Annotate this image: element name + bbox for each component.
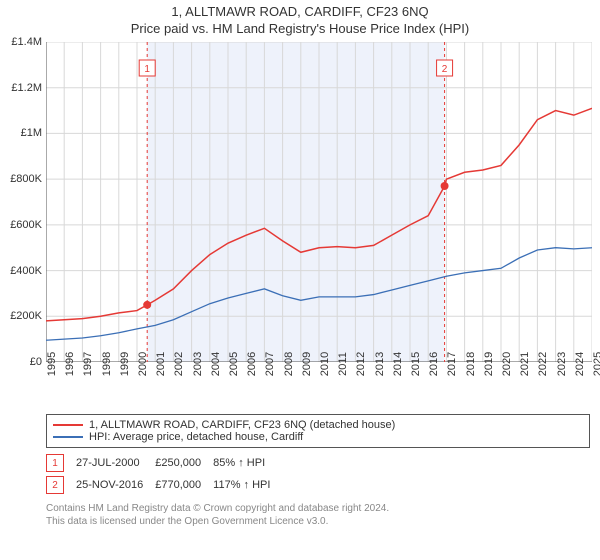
x-axis-label: 2010	[319, 352, 331, 376]
marker-box-icon: 2	[46, 476, 64, 494]
x-axis-label: 2016	[428, 352, 440, 376]
legend-item: 1, ALLTMAWR ROAD, CARDIFF, CF23 6NQ (det…	[53, 419, 583, 431]
x-axis-label: 2015	[410, 352, 422, 376]
x-axis-label: 1998	[101, 352, 113, 376]
y-axis-label: £200K	[10, 310, 46, 322]
legend-item: HPI: Average price, detached house, Card…	[53, 431, 583, 443]
x-axis-label: 1997	[82, 352, 94, 376]
x-axis-label: 1995	[46, 352, 58, 376]
legend-label: HPI: Average price, detached house, Card…	[89, 431, 303, 443]
chart-titles: 1, ALLTMAWR ROAD, CARDIFF, CF23 6NQ Pric…	[0, 0, 600, 36]
x-axis-label: 2002	[173, 352, 185, 376]
x-axis-label: 2011	[337, 352, 349, 376]
x-axis-label: 2021	[519, 352, 531, 376]
x-axis-label: 2003	[192, 352, 204, 376]
svg-text:1: 1	[144, 64, 150, 75]
x-axis-label: 2024	[574, 352, 586, 376]
marker-price: £770,000	[155, 474, 213, 496]
y-axis-label: £1M	[21, 127, 46, 139]
marker-box-icon: 1	[46, 454, 64, 472]
marker-delta: 85% ↑ HPI	[213, 452, 282, 474]
footer: Contains HM Land Registry data © Crown c…	[46, 502, 590, 528]
title-sub: Price paid vs. HM Land Registry's House …	[0, 21, 600, 36]
legend: 1, ALLTMAWR ROAD, CARDIFF, CF23 6NQ (det…	[46, 414, 590, 448]
x-axis-label: 2023	[556, 352, 568, 376]
x-axis-label: 2018	[465, 352, 477, 376]
marker-table: 1 27-JUL-2000 £250,000 85% ↑ HPI 2 25-NO…	[46, 452, 590, 496]
x-axis-label: 2019	[483, 352, 495, 376]
marker-delta: 117% ↑ HPI	[213, 474, 282, 496]
chart-area: £0£200K£400K£600K£800K£1M£1.2M£1.4M 12	[46, 42, 592, 362]
svg-text:2: 2	[442, 64, 448, 75]
y-axis-label: £800K	[10, 173, 46, 185]
x-axis-label: 2000	[137, 352, 149, 376]
marker-row: 1 27-JUL-2000 £250,000 85% ↑ HPI	[46, 452, 282, 474]
title-main: 1, ALLTMAWR ROAD, CARDIFF, CF23 6NQ	[0, 4, 600, 19]
footer-line: This data is licensed under the Open Gov…	[46, 515, 590, 528]
marker-date: 25-NOV-2016	[76, 474, 155, 496]
x-axis-label: 2009	[301, 352, 313, 376]
x-axis-label: 2025	[592, 352, 600, 376]
x-axis-label: 2013	[374, 352, 386, 376]
x-axis-label: 2017	[446, 352, 458, 376]
x-axis-label: 2012	[355, 352, 367, 376]
y-axis-label: £400K	[10, 265, 46, 277]
x-axis-label: 2001	[155, 352, 167, 376]
x-axis-label: 2014	[392, 352, 404, 376]
legend-swatch	[53, 424, 83, 426]
y-axis-label: £1.2M	[11, 82, 46, 94]
marker-row: 2 25-NOV-2016 £770,000 117% ↑ HPI	[46, 474, 282, 496]
x-axis-label: 2004	[210, 352, 222, 376]
footer-line: Contains HM Land Registry data © Crown c…	[46, 502, 590, 515]
marker-price: £250,000	[155, 452, 213, 474]
x-axis-label: 2007	[264, 352, 276, 376]
legend-label: 1, ALLTMAWR ROAD, CARDIFF, CF23 6NQ (det…	[89, 419, 395, 431]
y-axis-label: £1.4M	[11, 36, 46, 48]
x-axis-label: 2022	[537, 352, 549, 376]
x-axis-label: 2006	[246, 352, 258, 376]
x-axis-label: 2005	[228, 352, 240, 376]
x-axis-label: 2020	[501, 352, 513, 376]
x-axis-label: 1996	[64, 352, 76, 376]
y-axis-label: £0	[30, 356, 46, 368]
x-axis-label: 2008	[283, 352, 295, 376]
legend-swatch	[53, 436, 83, 438]
x-axis-labels: 1995199619971998199920002001200220032004…	[46, 362, 592, 408]
y-axis-label: £600K	[10, 219, 46, 231]
x-axis-label: 1999	[119, 352, 131, 376]
chart-svg: 12	[46, 42, 592, 362]
marker-date: 27-JUL-2000	[76, 452, 155, 474]
